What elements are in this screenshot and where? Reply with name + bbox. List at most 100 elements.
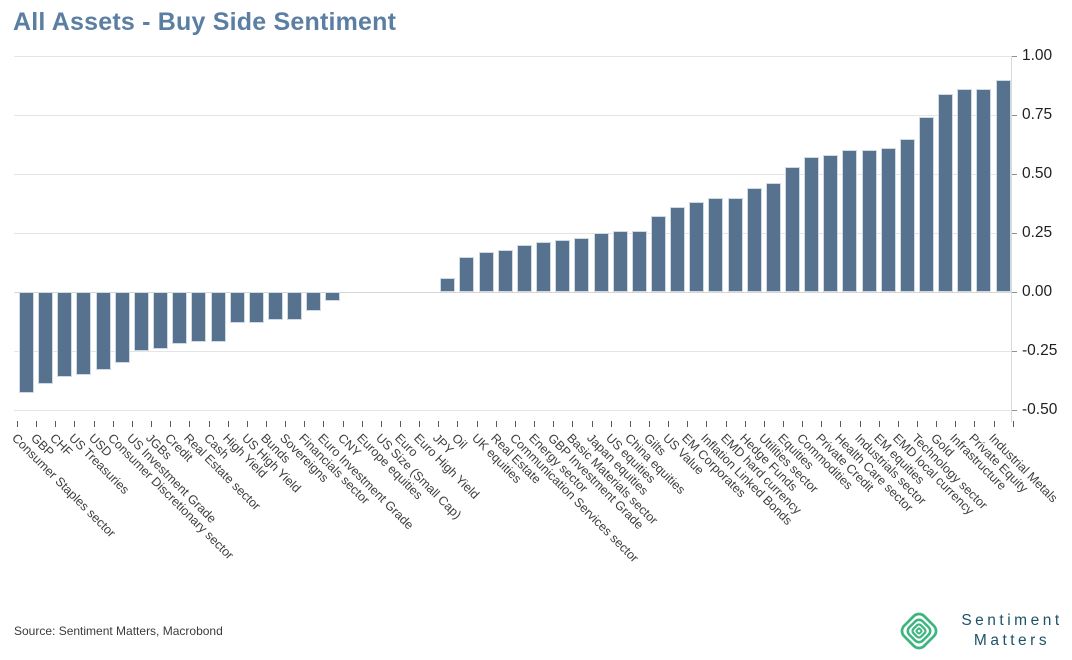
bar [249,292,264,323]
y-axis-tick [1012,56,1017,57]
x-axis-tick [1013,421,1014,427]
bar [211,292,226,342]
bar [440,278,455,292]
x-axis-tick [515,421,516,427]
x-axis-tick [74,421,75,427]
x-axis-tick [879,421,880,427]
x-axis-tick [477,421,478,427]
bar [766,183,781,292]
x-axis-tick [936,421,937,427]
x-axis-tick [438,421,439,427]
x-axis-tick [764,421,765,427]
bar [881,148,896,292]
x-axis-tick [687,421,688,427]
x-axis-tick [611,421,612,427]
x-axis-tick [55,421,56,427]
bar [862,150,877,292]
bar [708,198,723,292]
x-axis-tick [266,421,267,427]
bar [479,252,494,292]
x-axis-tick [572,421,573,427]
gridline [14,233,1011,234]
gridline [14,115,1011,116]
x-axis-tick [745,421,746,427]
bar [670,207,685,292]
x-axis-tick [994,421,995,427]
logo-text: Sentiment Matters [948,611,1072,651]
x-axis-tick [17,421,18,427]
bar [689,202,704,292]
source-note: Source: Sentiment Matters, Macrobond [14,624,223,638]
bar [976,89,991,292]
bar [325,292,340,301]
y-axis-tick [1012,351,1017,352]
y-axis-label: 0.75 [1022,106,1053,123]
x-axis-tick [36,421,37,427]
bar [38,292,53,384]
bar [728,198,743,292]
zero-gridline [14,292,1011,293]
x-axis-tick [170,421,171,427]
y-axis-tick [1012,115,1017,116]
x-axis-tick [783,421,784,427]
x-axis-tick [132,421,133,427]
bar [268,292,283,320]
bar [153,292,168,349]
x-axis-tick [189,421,190,427]
x-axis-tick [802,421,803,427]
logo-text-line1: Sentiment [961,612,1063,629]
x-axis-tick [534,421,535,427]
x-axis-tick [974,421,975,427]
bar [115,292,130,363]
bar [287,292,302,320]
concentric-diamonds-icon [900,612,938,650]
x-axis-tick [209,421,210,427]
y-axis-label: 1.00 [1022,47,1053,64]
x-axis-tick [304,421,305,427]
bar [57,292,72,377]
x-axis-tick [553,421,554,427]
x-axis-tick [860,421,861,427]
bar [134,292,149,351]
x-axis-tick [917,421,918,427]
bar [191,292,206,342]
x-axis-tick [343,421,344,427]
bar [536,242,551,292]
bar [555,240,570,292]
bar [823,155,838,292]
chart-title: All Assets - Buy Side Sentiment [13,8,397,36]
x-axis-tick [228,421,229,427]
x-axis-tick [457,421,458,427]
y-axis-label: -0.25 [1022,342,1058,359]
bar [19,292,34,393]
bar [613,231,628,292]
bar [938,94,953,292]
x-axis-tick [362,421,363,427]
bar [842,150,857,292]
bar [785,167,800,292]
y-axis-tick [1012,292,1017,293]
x-axis-tick [151,421,152,427]
y-axis-line [1011,56,1012,422]
bar [498,250,513,292]
x-axis-tick [94,421,95,427]
gridline [14,174,1011,175]
y-axis-tick [1012,233,1017,234]
bar [96,292,111,370]
x-axis-tick [898,421,899,427]
x-axis-tick [419,421,420,427]
bar [804,157,819,292]
y-axis-label: 0.25 [1022,224,1053,241]
y-axis-label: 0.00 [1022,283,1053,300]
x-axis-tick [323,421,324,427]
x-axis-tick [630,421,631,427]
bar [957,89,972,292]
x-axis-tick [113,421,114,427]
x-axis-tick [496,421,497,427]
x-axis-tick [668,421,669,427]
bar [517,245,532,292]
sentiment-matters-logo: Sentiment Matters [898,610,1072,652]
bar [651,216,666,292]
bar [900,139,915,292]
y-axis-tick [1012,410,1017,411]
